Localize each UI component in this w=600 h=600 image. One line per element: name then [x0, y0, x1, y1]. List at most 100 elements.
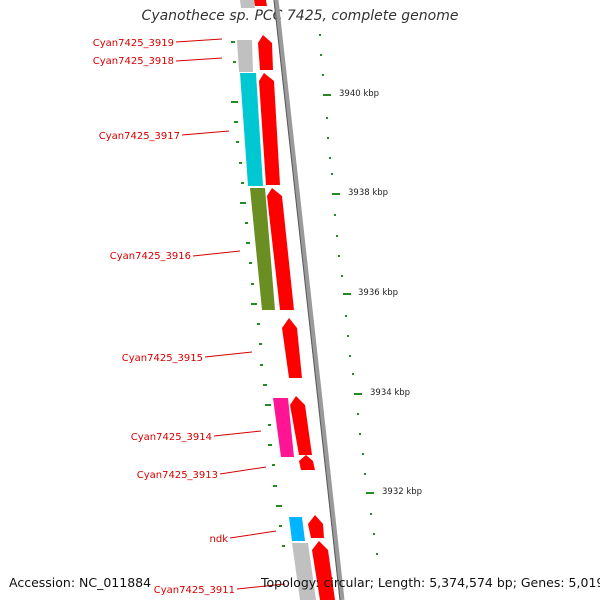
ruler-tick [327, 137, 329, 139]
ruler-tick [359, 433, 361, 435]
ruler-tick [364, 473, 366, 475]
gene-label[interactable]: Cyan7425_3919 [93, 38, 174, 49]
gene-arrow-cyan7425-3913[interactable] [299, 455, 315, 470]
scale-tick-label: 3938 kbp [348, 188, 388, 198]
gc-dash [259, 343, 262, 345]
leader-line [213, 430, 262, 437]
gc-dash [246, 242, 250, 244]
scale-tick-label: 3934 kbp [370, 388, 410, 398]
leader-line [236, 583, 286, 590]
gene-label[interactable]: Cyan7425_3915 [122, 353, 203, 364]
ruler-major-tick [343, 293, 351, 295]
leader-line [219, 466, 267, 475]
cds-track [254, 0, 335, 600]
ruler-tick [341, 275, 343, 277]
gene-arrow-cyan7425-3920[interactable] [254, 0, 267, 6]
ruler-tick [331, 173, 333, 175]
genome-backbone-edge [273, 0, 341, 600]
cog-bar-cyan7425-3917 [240, 73, 263, 186]
gc-content-track [231, 41, 285, 547]
gc-dash [282, 545, 285, 547]
label-leaders [175, 38, 286, 590]
gc-dash [233, 61, 236, 63]
map-title: Cyanothece sp. PCC 7425, complete genome [141, 8, 459, 24]
gc-dash [231, 41, 235, 43]
leader-line [181, 130, 230, 136]
gc-dash [279, 525, 282, 527]
scale-tick-label: 3936 kbp [358, 288, 398, 298]
gc-dash [245, 222, 248, 224]
gc-dash [241, 182, 244, 184]
ruler-tick [376, 553, 378, 555]
gene-arrow-cyan7425-3916[interactable] [267, 188, 294, 310]
gene-label[interactable]: Cyan7425_3914 [131, 432, 212, 443]
cog-bar-top [240, 0, 255, 8]
cog-bar-cyan7425-3914 [273, 398, 294, 457]
ruler-tick [329, 157, 331, 159]
scale-ruler [319, 34, 378, 555]
ruler-tick [319, 34, 321, 36]
cog-bar-cyan7425-3918 [237, 40, 253, 72]
gc-dash [268, 444, 272, 446]
ruler-tick [336, 235, 338, 237]
genome-summary-text: Topology: circular; Length: 5,374,574 bp… [261, 575, 600, 590]
gc-dash [257, 323, 260, 325]
gc-dash [251, 303, 257, 305]
gc-dash [276, 505, 282, 507]
gene-arrow-cyan7425-3915[interactable] [282, 318, 302, 378]
gene-arrow-cyan7425-3914[interactable] [290, 396, 312, 455]
ruler-major-tick [354, 393, 362, 395]
gene-label[interactable]: Cyan7425_3913 [137, 470, 218, 481]
gene-label[interactable]: Cyan7425_3918 [93, 56, 174, 67]
gc-dash [265, 404, 271, 406]
gene-label[interactable]: Cyan7425_3916 [110, 251, 191, 262]
ruler-major-tick [366, 492, 374, 494]
ruler-tick [362, 453, 364, 455]
ruler-tick [338, 255, 340, 257]
scale-tick-label: 3932 kbp [382, 487, 422, 497]
leader-line [192, 250, 241, 257]
ruler-major-tick [332, 193, 340, 195]
gc-dash [260, 364, 263, 366]
gc-dash [236, 141, 239, 143]
gene-label[interactable]: Cyan7425_3917 [99, 131, 180, 142]
gc-dash [249, 262, 252, 264]
gc-dash [231, 101, 238, 103]
cog-bar-cyan7425-3911 [292, 543, 316, 600]
genome-backbone [273, 0, 345, 600]
gc-dash [272, 464, 275, 466]
ruler-tick [334, 214, 336, 216]
cog-bar-cyan7425-3916 [250, 188, 275, 310]
cog-bar-ndk [289, 517, 305, 541]
cog-track [237, 0, 316, 600]
gene-arrow-cyan7425-3911[interactable] [312, 541, 335, 600]
gc-dash [234, 121, 238, 123]
ruler-tick [322, 74, 324, 76]
gc-dash [263, 384, 267, 386]
gene-label[interactable]: Cyan7425_3911 [154, 585, 235, 596]
gene-arrow-cyan7425-3919[interactable] [258, 35, 273, 70]
ruler-tick [370, 513, 372, 515]
ruler-tick [357, 413, 359, 415]
ruler-tick [320, 54, 322, 56]
gc-dash [239, 162, 242, 164]
ruler-tick [345, 315, 347, 317]
gene-arrow-ndk[interactable] [308, 515, 324, 538]
leader-line [175, 38, 223, 43]
ruler-tick [347, 335, 349, 337]
gc-dash [251, 283, 254, 285]
gc-dash [240, 202, 246, 204]
gc-dash [268, 424, 271, 426]
leader-line [175, 57, 223, 62]
leader-line [229, 530, 277, 539]
ruler-tick [349, 355, 351, 357]
ruler-tick [373, 533, 375, 535]
scale-tick-label: 3940 kbp [339, 89, 379, 99]
ruler-major-tick [323, 94, 331, 96]
gc-dash [273, 485, 277, 487]
gene-label[interactable]: ndk [210, 534, 229, 545]
ruler-tick [352, 373, 354, 375]
accession-text: Accession: NC_011884 [9, 575, 152, 590]
gene-arrow-cyan7425-3917[interactable] [259, 73, 280, 185]
